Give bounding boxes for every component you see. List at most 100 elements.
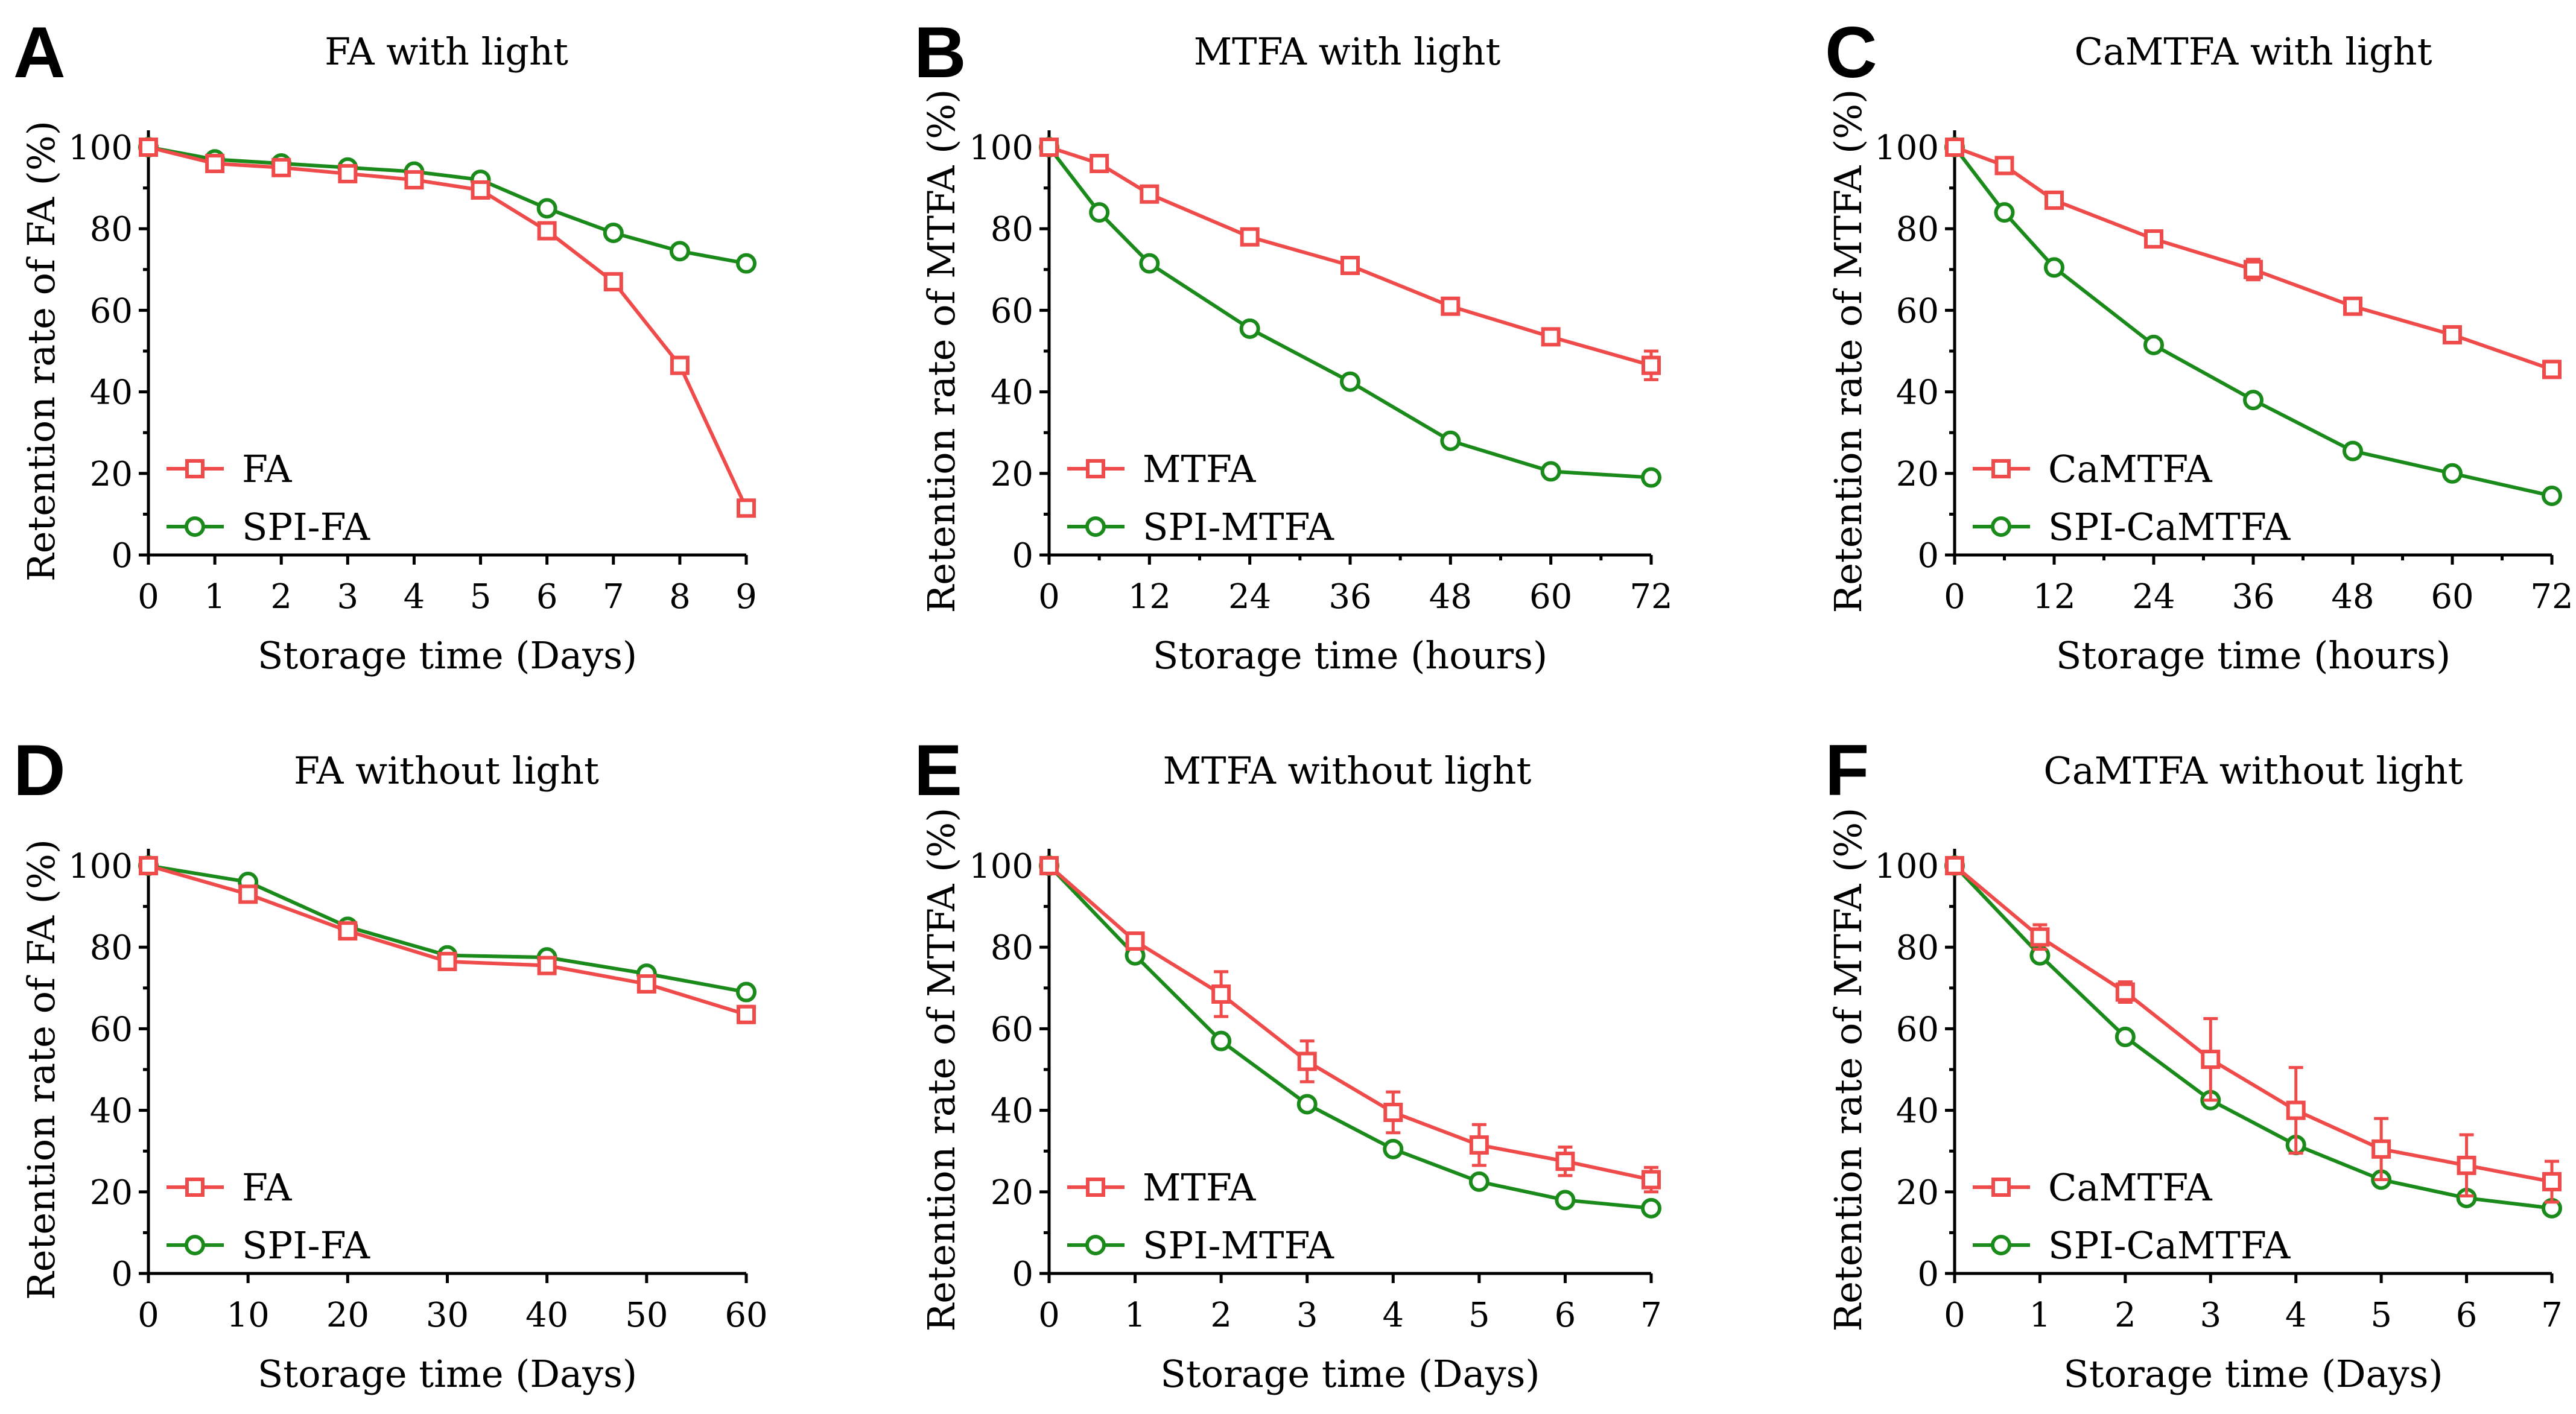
series-spi-fa (138, 137, 757, 274)
y-tick-label: 40 (90, 373, 133, 413)
data-point-circle (2542, 485, 2562, 506)
chart-panel-e: E MTFA without light 0 20 40 60 80 100 0 1 2 3 4 5 6 7 S… (914, 730, 1662, 1396)
y-tick-label: 80 (90, 928, 133, 968)
data-point-circle (2114, 1026, 2136, 1047)
data-point-square (737, 1004, 756, 1024)
x-tick-label: 6 (536, 577, 558, 617)
x-tick-label: 0 (1038, 1296, 1060, 1335)
x-tick-label: 48 (2331, 577, 2374, 617)
data-point-square (1039, 138, 1059, 157)
x-tick-label: 6 (2456, 1296, 2478, 1335)
data-point-square (1211, 984, 1231, 1004)
data-point-circle (2442, 463, 2463, 484)
data-point-square (636, 974, 656, 994)
y-tick-label: 60 (1896, 1010, 1939, 1049)
series-spi-fa (138, 855, 757, 1003)
x-axis-label: Storage time (hours) (1153, 633, 1547, 677)
series-line (148, 145, 748, 509)
y-tick-label: 20 (991, 1173, 1033, 1213)
data-point-circle (2243, 390, 2264, 411)
x-tick-label: 0 (1944, 1296, 1965, 1335)
x-tick-label: 36 (1328, 577, 1371, 617)
data-point-square (1994, 156, 2014, 176)
data-point-circle (1641, 467, 1661, 488)
data-point-square (238, 884, 258, 904)
y-tick-label: 40 (90, 1092, 133, 1131)
legend-marker-circle (1991, 516, 2011, 537)
data-point-square (1555, 1152, 1575, 1171)
data-point-square (471, 180, 490, 200)
y-tick-label: 100 (969, 847, 1033, 886)
y-tick-label: 60 (90, 1010, 133, 1049)
y-tick-label: 20 (90, 455, 133, 494)
legend-marker-circle (185, 1235, 205, 1255)
x-tick-label: 60 (1529, 577, 1572, 617)
data-point-square (1642, 355, 1661, 375)
y-tick-label: 60 (991, 1010, 1033, 1049)
data-point-circle (1641, 1197, 1661, 1219)
legend-label: SPI-CaMTFA (2048, 1223, 2291, 1267)
series-fa (139, 856, 756, 1024)
data-point-square (437, 951, 457, 971)
data-point-circle (1089, 202, 1110, 223)
chart-panel-d: D FA without light 0 20 40 60 80 100 0 10 20 30 40 50… (13, 730, 768, 1396)
x-tick-label: 3 (1296, 1296, 1318, 1335)
chart-panel-f: F CaMTFA without light 0 20 40 60 80 100 0 1 2 3 4 5 6… (1825, 730, 2563, 1396)
data-point-circle (2343, 440, 2363, 461)
data-point-circle (1296, 1094, 1318, 1115)
data-point-square (2030, 927, 2050, 947)
x-tick-label: 60 (2431, 577, 2473, 617)
data-point-square (2201, 1050, 2221, 1070)
data-point-square (2542, 360, 2562, 379)
legend-label: SPI-FA (242, 1223, 370, 1267)
x-tick-label: 0 (1038, 577, 1060, 617)
data-point-circle (1540, 461, 1561, 482)
data-point-square (2371, 1139, 2391, 1159)
legend-marker-square (1991, 459, 2011, 478)
y-tick-label: 0 (111, 536, 133, 575)
x-tick-label: 30 (426, 1296, 469, 1335)
data-point-circle (1555, 1190, 1576, 1211)
legend-label: MTFA (1143, 447, 1256, 491)
legend-label: FA (242, 447, 293, 491)
series-camtfa (1945, 856, 2562, 1204)
data-point-circle (1440, 430, 1461, 451)
data-point-square (271, 157, 291, 177)
x-tick-label: 2 (2114, 1296, 2136, 1335)
data-point-circle (536, 198, 557, 219)
x-axis-label: Storage time (Days) (258, 1352, 637, 1396)
x-tick-label: 0 (1944, 577, 1965, 617)
data-point-square (1441, 296, 1461, 316)
y-axis-label: Retention rate of MTFA (%) (919, 89, 963, 613)
data-point-circle (669, 241, 690, 262)
data-point-square (603, 272, 623, 292)
y-axis-label: Retention rate of FA (%) (19, 839, 63, 1300)
legend-marker-square (1086, 459, 1105, 478)
data-point-circle (736, 981, 757, 1003)
data-point-square (1125, 931, 1145, 951)
data-point-square (1469, 1135, 1489, 1155)
x-tick-label: 72 (1629, 577, 1672, 617)
legend-label: SPI-MTFA (1143, 1223, 1334, 1267)
data-point-square (1140, 184, 1160, 204)
x-tick-label: 4 (2285, 1296, 2307, 1335)
data-point-square (1240, 227, 1260, 247)
legend-marker-square (1991, 1178, 2011, 1197)
legend-marker-square (185, 459, 205, 478)
panel-letter: C (1825, 12, 1877, 93)
x-tick-label: 0 (138, 577, 159, 617)
x-tick-label: 1 (1125, 1296, 1146, 1335)
y-tick-label: 0 (1917, 1255, 1939, 1294)
series-line (1953, 864, 2552, 1184)
data-point-circle (1340, 371, 1360, 392)
x-tick-label: 60 (725, 1296, 767, 1335)
series-spi-mtfa (1039, 137, 1661, 488)
x-tick-label: 4 (1382, 1296, 1404, 1335)
data-point-circle (603, 222, 624, 243)
y-tick-label: 0 (1012, 1255, 1033, 1294)
data-point-square (205, 154, 225, 174)
data-point-square (1945, 138, 1964, 157)
y-tick-label: 100 (68, 128, 133, 168)
data-point-circle (736, 253, 757, 274)
